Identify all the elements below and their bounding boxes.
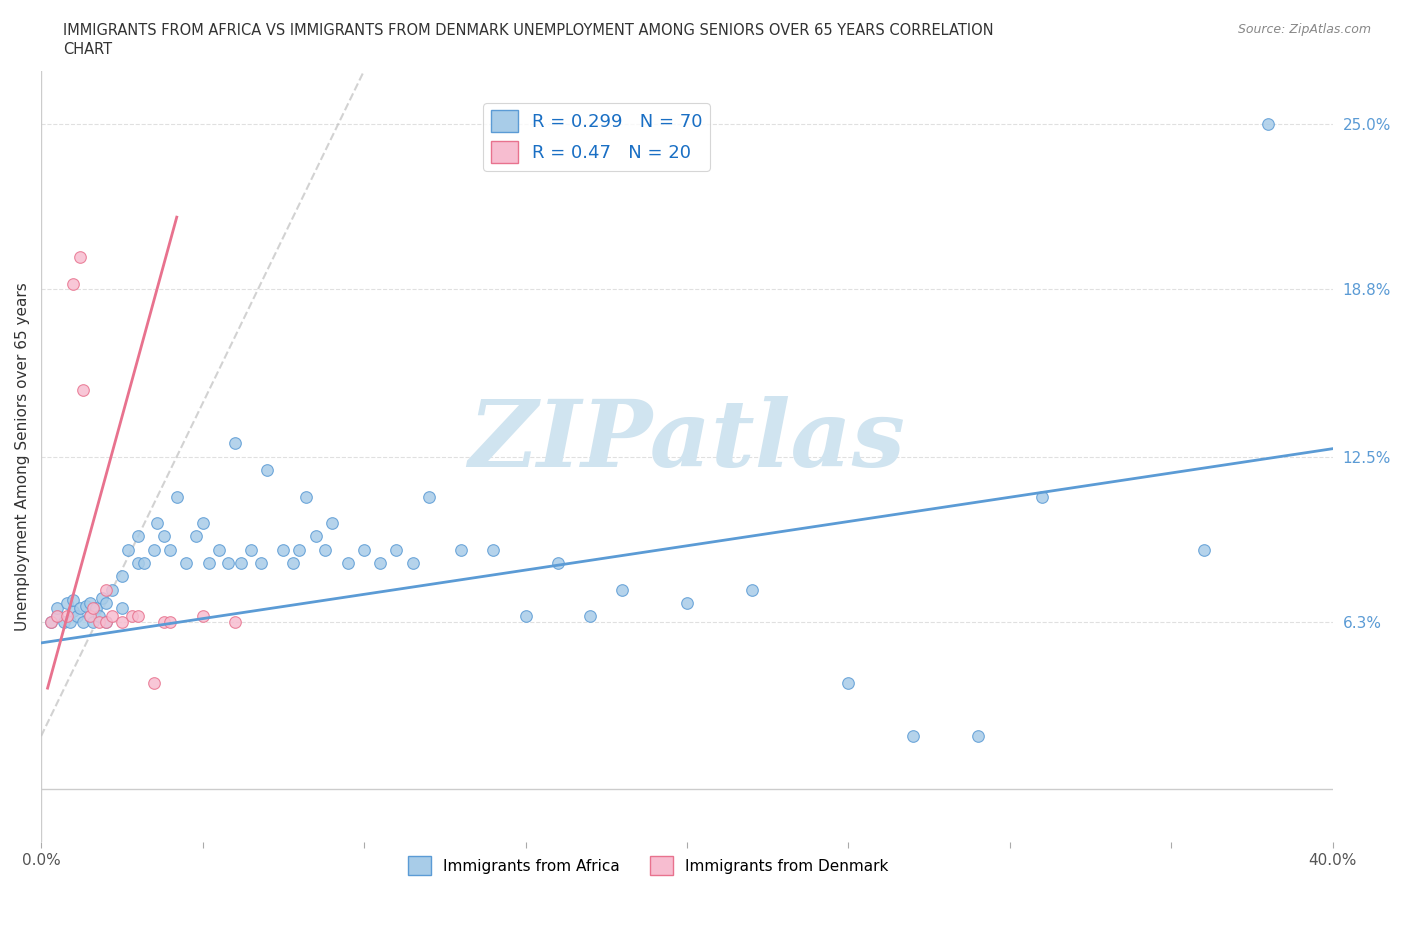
Point (249, 555, 271, 570)
Point (159, 614, 181, 629)
Point (198, 555, 221, 570)
Point (101, 609, 124, 624)
Point (143, 675, 166, 690)
Point (121, 609, 143, 624)
Point (56, 609, 79, 624)
Point (46, 609, 69, 624)
Point (94, 595, 117, 610)
Point (134, 555, 156, 570)
Legend: Immigrants from Africa, Immigrants from Denmark: Immigrants from Africa, Immigrants from … (402, 850, 894, 881)
Point (184, 529, 207, 544)
Point (46, 609, 69, 624)
Point (418, 489, 440, 504)
Point (69, 249, 91, 264)
Point (79, 609, 101, 624)
Point (117, 542, 139, 557)
Point (224, 436, 246, 451)
Point (89, 609, 111, 624)
Point (166, 489, 188, 504)
Point (111, 614, 134, 629)
Point (69, 601, 91, 616)
Point (401, 555, 423, 570)
Point (837, 675, 859, 690)
Point (1192, 542, 1215, 557)
Point (111, 601, 134, 616)
Text: Source: ZipAtlas.com: Source: ZipAtlas.com (1237, 23, 1371, 36)
Point (153, 529, 176, 544)
Point (676, 595, 699, 610)
Point (281, 555, 304, 570)
Point (82, 614, 104, 629)
Point (191, 609, 214, 624)
Point (91, 591, 114, 605)
Point (579, 609, 602, 624)
Point (295, 489, 318, 504)
Point (153, 614, 176, 629)
Point (1031, 489, 1053, 504)
Point (901, 728, 924, 743)
Point (72, 382, 94, 397)
Point (143, 542, 166, 557)
Point (288, 542, 311, 557)
Point (62, 276, 84, 291)
Point (353, 542, 375, 557)
Point (385, 542, 408, 557)
Point (231, 555, 253, 570)
Point (59, 614, 82, 629)
Point (46, 601, 69, 616)
Point (966, 728, 988, 743)
Point (94, 614, 117, 629)
Point (314, 542, 336, 557)
Point (741, 582, 763, 597)
Point (56, 595, 79, 610)
Point (62, 604, 84, 618)
Point (450, 542, 472, 557)
Point (176, 555, 198, 570)
Point (39, 614, 62, 629)
Point (111, 569, 134, 584)
Text: ZIPatlas: ZIPatlas (468, 396, 905, 486)
Point (89, 614, 111, 629)
Point (547, 555, 569, 570)
Point (94, 582, 117, 597)
Point (191, 516, 214, 531)
Point (94, 614, 117, 629)
Text: CHART: CHART (63, 42, 112, 57)
Point (240, 542, 263, 557)
Point (336, 555, 359, 570)
Point (52, 614, 75, 629)
Point (79, 609, 101, 624)
Point (482, 542, 505, 557)
Point (224, 614, 246, 629)
Point (208, 542, 231, 557)
Point (256, 462, 278, 477)
Point (127, 555, 149, 570)
Point (515, 609, 537, 624)
Point (66, 609, 89, 624)
Point (39, 614, 62, 629)
Point (127, 609, 149, 624)
Point (79, 595, 101, 610)
Point (217, 555, 239, 570)
Point (101, 582, 124, 597)
Point (75, 598, 97, 613)
Point (146, 516, 169, 531)
Point (368, 555, 391, 570)
Point (612, 582, 634, 597)
Y-axis label: Unemployment Among Seniors over 65 years: Unemployment Among Seniors over 65 years (15, 283, 30, 631)
Point (127, 529, 149, 544)
Point (72, 614, 94, 629)
Point (82, 601, 104, 616)
Point (304, 529, 326, 544)
Point (1257, 116, 1279, 131)
Point (321, 516, 343, 531)
Point (84, 601, 107, 616)
Point (273, 542, 295, 557)
Point (62, 593, 84, 608)
Point (159, 542, 181, 557)
Text: IMMIGRANTS FROM AFRICA VS IMMIGRANTS FROM DENMARK UNEMPLOYMENT AMONG SENIORS OVE: IMMIGRANTS FROM AFRICA VS IMMIGRANTS FRO… (63, 23, 994, 38)
